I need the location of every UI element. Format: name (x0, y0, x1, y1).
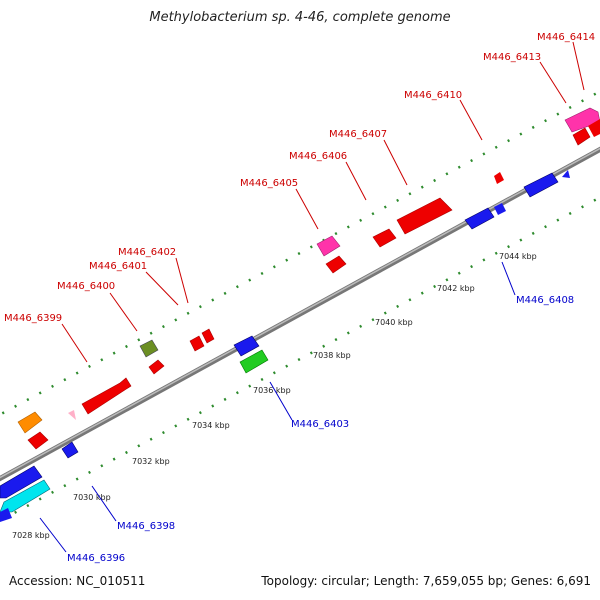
genome-backbone-highlight (0, 147, 600, 479)
gene-arrow (68, 410, 76, 420)
gene-label: M446_6414 (537, 32, 595, 43)
tick-label: 7036 kbp (253, 386, 291, 395)
gene-label: M446_6396 (67, 553, 125, 564)
gene-label: M446_6407 (329, 129, 387, 140)
reverse-genes (0, 170, 570, 522)
gene-arrow (0, 479, 51, 513)
gene-arrow (562, 170, 570, 178)
gene-label: M446_6408 (516, 295, 574, 306)
tick-label: 7032 kbp (132, 457, 170, 466)
tick-label: 7038 kbp (313, 351, 351, 360)
gene-arrow (189, 335, 205, 352)
gene-label: M446_6410 (404, 90, 462, 101)
gene-label: M446_6406 (289, 151, 347, 162)
gene-arrow (0, 508, 12, 522)
gene-arrow (239, 349, 269, 374)
gene-label: M446_6413 (483, 52, 541, 63)
topology-text: Topology: circular; Length: 7,659,055 bp… (261, 574, 591, 588)
reverse-leaders (39, 261, 516, 553)
tick-label: 7042 kbp (437, 284, 475, 293)
gene-arrow (139, 339, 159, 358)
gene-arrow (17, 411, 43, 434)
gene-label: M446_6400 (57, 281, 115, 292)
gene-arrow (201, 328, 215, 344)
gene-arrow (494, 203, 506, 215)
gene-label: M446_6402 (118, 247, 176, 258)
genome-backbone (0, 146, 600, 482)
gene-arrow (61, 441, 79, 459)
gene-arrow (396, 197, 453, 235)
gene-label: M446_6398 (117, 521, 175, 532)
tick-label: 7030 kbp (73, 493, 111, 502)
forward-genes (17, 107, 600, 450)
gene-arrow (27, 431, 49, 450)
forward-gene-labels: M446_6399 M446_6400 M446_6401 M446_6402 … (4, 32, 595, 324)
gene-arrow (572, 127, 591, 146)
gene-arrow (148, 359, 165, 375)
tick-label: 7044 kbp (499, 252, 537, 261)
gene-arrow (564, 107, 600, 133)
tick-label: 7028 kbp (12, 531, 50, 540)
gene-arrow (588, 119, 600, 137)
gene-label: M446_6405 (240, 178, 298, 189)
forward-leaders (61, 41, 585, 363)
gene-label: M446_6401 (89, 261, 147, 272)
tick-labels: 7028 kbp 7030 kbp 7032 kbp 7034 kbp 7036… (12, 252, 537, 540)
gene-arrow (0, 465, 43, 499)
accession-text: Accession: NC_010511 (9, 574, 146, 588)
map-title: Methylobacterium sp. 4-46, complete geno… (149, 10, 451, 25)
gene-arrow (523, 172, 559, 198)
inner-tick-ring (0, 195, 600, 523)
gene-arrow (494, 172, 504, 184)
gene-arrow (325, 255, 347, 274)
gene-arrow (464, 207, 495, 230)
reverse-gene-labels: M446_6396 M446_6398 M446_6403 M446_6408 (67, 295, 574, 564)
gene-arrow (372, 228, 397, 248)
tick-label: 7034 kbp (192, 421, 230, 430)
gene-arrow (316, 235, 341, 257)
tick-label: 7040 kbp (375, 318, 413, 327)
gene-label: M446_6399 (4, 313, 62, 324)
gene-label: M446_6403 (291, 419, 349, 430)
gene-arrow (233, 335, 260, 357)
gene-arrow (81, 377, 132, 415)
